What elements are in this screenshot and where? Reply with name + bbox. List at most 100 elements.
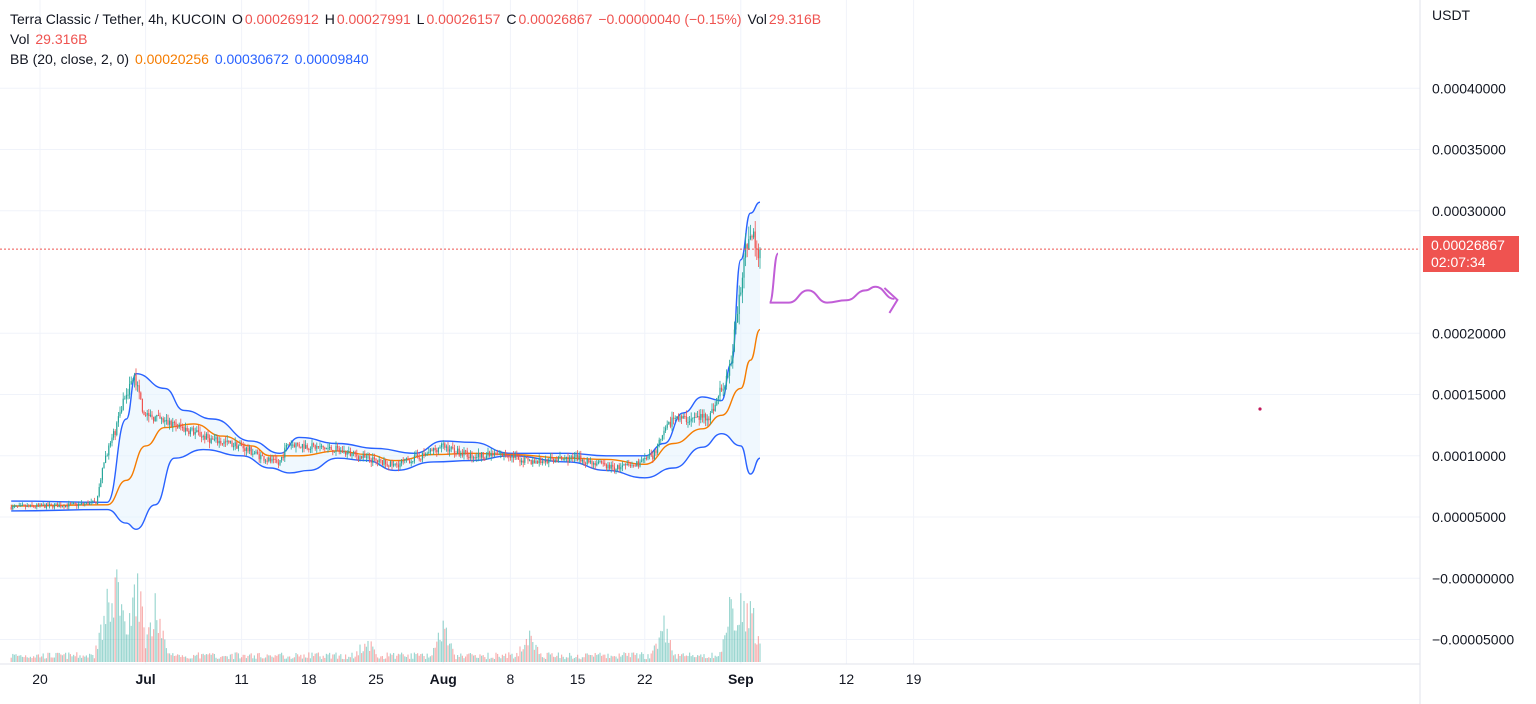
volume-bar (149, 622, 151, 662)
bollinger-basis-value: 0.00020256 (134, 51, 209, 67)
candle-body (471, 453, 473, 459)
volume-bar (650, 653, 652, 662)
volume-bar (271, 656, 273, 662)
volume-bar (396, 655, 398, 662)
candlesticks (10, 221, 761, 511)
candle-body (394, 463, 396, 465)
volume-bar (623, 652, 625, 662)
candle-body (162, 418, 164, 422)
volume-bar (559, 658, 561, 662)
volume-bar (434, 647, 436, 662)
volume-bar (58, 652, 60, 662)
candle-body (503, 452, 505, 457)
candle-body (55, 503, 57, 505)
volume-bar (66, 658, 68, 662)
candle-body (36, 504, 38, 507)
volume-bar (141, 606, 143, 662)
legend-bollinger[interactable]: BB (20, close, 2, 0) 0.00020256 0.000306… (10, 50, 371, 68)
candle-body (615, 469, 617, 471)
candle-body (140, 392, 142, 400)
candle-body (405, 458, 407, 460)
volume-bar (42, 653, 44, 662)
volume-bar (114, 577, 116, 662)
volume-bar (34, 657, 36, 662)
volume-bar (244, 654, 246, 662)
volume-bar (309, 658, 311, 662)
volume-bar (529, 630, 531, 662)
volume-bar (229, 654, 231, 662)
candle-body (439, 447, 441, 449)
volume-bar (401, 652, 403, 662)
volume-bar (93, 658, 95, 662)
volume-bar (25, 655, 27, 662)
legend-volume[interactable]: Vol 29.316B (10, 30, 90, 48)
candle-body (557, 456, 559, 462)
candle-body (194, 431, 196, 435)
candle-body (293, 444, 295, 448)
candle-body (228, 440, 230, 443)
volume-bar (685, 655, 687, 662)
candle-body (509, 456, 511, 458)
candle-body (361, 456, 363, 459)
volume-bar (213, 653, 215, 662)
candle-body (313, 443, 315, 446)
volume-bar (567, 657, 569, 662)
volume-bar (369, 650, 371, 662)
candle-body (473, 457, 475, 459)
candle-body (178, 424, 180, 428)
candle-body (506, 456, 508, 458)
candle-body (202, 435, 204, 438)
candle-body (229, 441, 231, 443)
volume-bar (673, 655, 675, 662)
candle-body (130, 381, 132, 385)
volume-bar (362, 651, 364, 662)
candle-body (26, 505, 28, 507)
x-tick-label: 11 (234, 671, 249, 687)
volume-bar (580, 659, 582, 662)
candle-body (538, 458, 540, 464)
candle-body (610, 464, 612, 469)
volume-bar (76, 652, 78, 662)
volume-bar (549, 654, 551, 662)
candle-body (49, 504, 51, 506)
volume-bar (553, 656, 555, 662)
volume-bar (162, 630, 164, 662)
volume-bar (463, 658, 465, 662)
volume-bar (282, 655, 284, 662)
volume-bar (23, 657, 25, 662)
symbol-title[interactable]: Terra Classic / Tether, 4h, KUCOIN (10, 11, 227, 27)
candle-body (737, 314, 739, 323)
volume-bar (754, 643, 756, 662)
candle-body (325, 448, 327, 450)
volume-bar (701, 657, 703, 662)
volume-bar (724, 635, 726, 662)
volume-bar (348, 656, 350, 662)
candle-body (757, 248, 759, 259)
volume-bar (399, 654, 401, 662)
candle-body (369, 456, 371, 460)
volume-bar (39, 657, 41, 662)
candle-body (690, 418, 692, 422)
volume-bar (61, 655, 63, 662)
candle-body (476, 457, 478, 459)
volume-bar (258, 652, 260, 662)
candle-body (167, 420, 169, 425)
volume-bar (442, 620, 444, 662)
candle-body (418, 457, 420, 460)
volume-bar (28, 657, 30, 662)
candle-body (236, 442, 238, 449)
candle-body (420, 459, 422, 461)
candle-body (585, 463, 587, 465)
candle-body (154, 416, 156, 422)
volume-bar (471, 654, 473, 662)
volume-bar (209, 653, 211, 662)
candle-body (20, 504, 22, 506)
volume-bar (716, 656, 718, 662)
volume-bar (746, 603, 748, 662)
candle-body (444, 443, 446, 448)
volume-bar (617, 658, 619, 662)
candle-body (169, 420, 171, 425)
volume-bar (47, 652, 49, 662)
candle-body (402, 460, 404, 462)
